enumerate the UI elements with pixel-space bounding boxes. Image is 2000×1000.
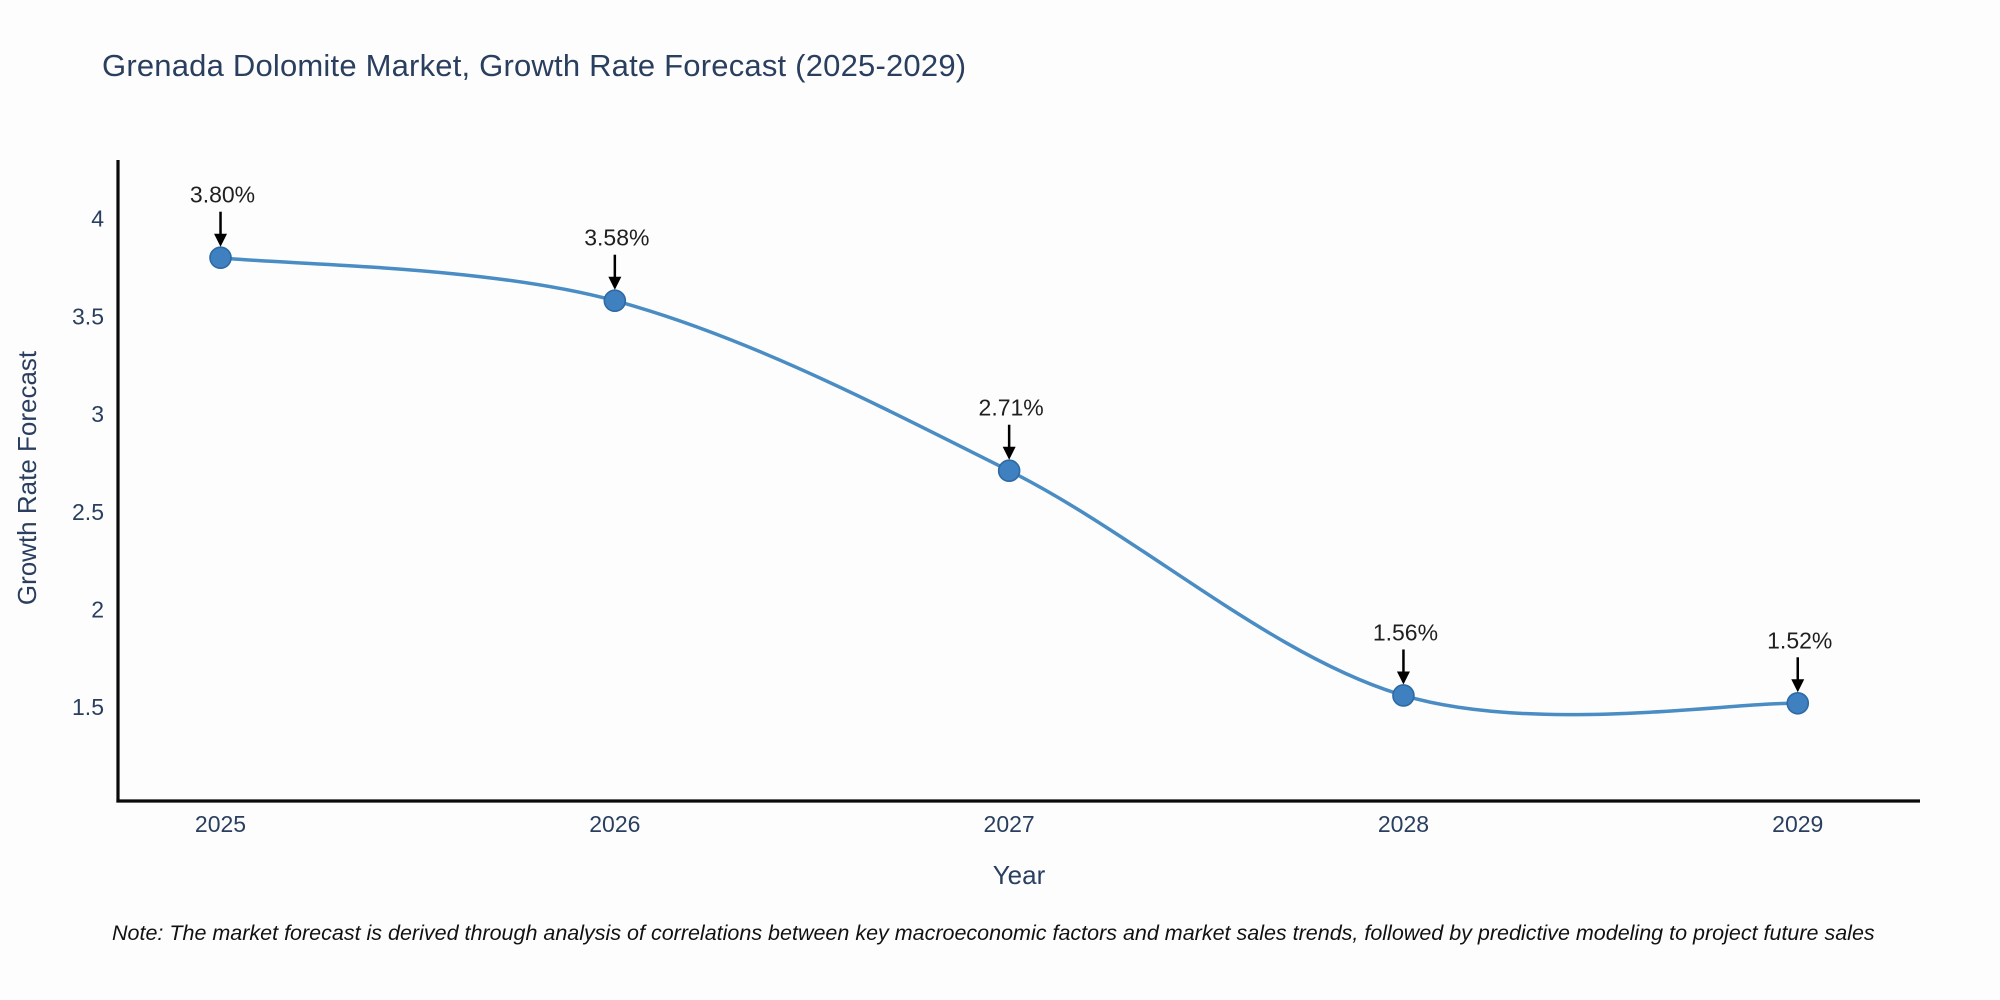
annotations-group: 3.80% 3.58% 2.71% 1.56% 1.52% (190, 182, 1832, 693)
x-tick-label: 2028 (1378, 811, 1429, 837)
x-tick-label: 2027 (984, 811, 1035, 837)
y-tick-label: 2.5 (72, 499, 104, 525)
point-annotation-label: 1.56% (1373, 619, 1438, 645)
plot-area[interactable] (118, 160, 1920, 801)
point-annotation-label: 1.52% (1767, 627, 1832, 653)
annotation-arrowhead-icon (1791, 679, 1805, 693)
series-group (209, 246, 1810, 717)
data-point-2029[interactable] (1786, 691, 1810, 715)
data-point-2027[interactable] (997, 459, 1021, 483)
annotation-arrowhead-icon (1002, 446, 1016, 460)
x-tick-label: 2025 (195, 811, 246, 837)
y-tick-label: 3 (91, 401, 104, 427)
point-annotation-label: 3.80% (190, 182, 255, 208)
annotation-arrowhead-icon (608, 276, 622, 290)
x-tick-label: 2026 (589, 811, 640, 837)
annotation-arrowhead-icon (214, 233, 228, 247)
y-tick-label: 1.5 (72, 694, 104, 720)
y-tick-label: 2 (91, 596, 104, 622)
data-point-2028[interactable] (1392, 684, 1415, 707)
point-annotation-label: 2.71% (979, 395, 1044, 421)
x-tick-label: 2029 (1772, 811, 1823, 837)
y-tick-label: 3.5 (72, 303, 104, 329)
y-axis-tick-labels: 1.5 2 2.5 3 3.5 4 (72, 206, 104, 721)
data-point-2026[interactable] (603, 289, 627, 313)
chart-title: Grenada Dolomite Market, Growth Rate For… (102, 48, 967, 83)
x-axis-title: Year (993, 860, 1046, 890)
data-point-2025[interactable] (209, 246, 232, 270)
y-axis-title: Growth Rate Forecast (12, 350, 42, 605)
y-tick-label: 4 (91, 206, 104, 232)
annotation-arrowhead-icon (1396, 671, 1410, 685)
x-axis-tick-labels: 2025 2026 2027 2028 2029 (195, 811, 1823, 837)
footnote-text: Note: The market forecast is derived thr… (112, 921, 1875, 945)
point-annotation-label: 3.58% (584, 225, 649, 251)
